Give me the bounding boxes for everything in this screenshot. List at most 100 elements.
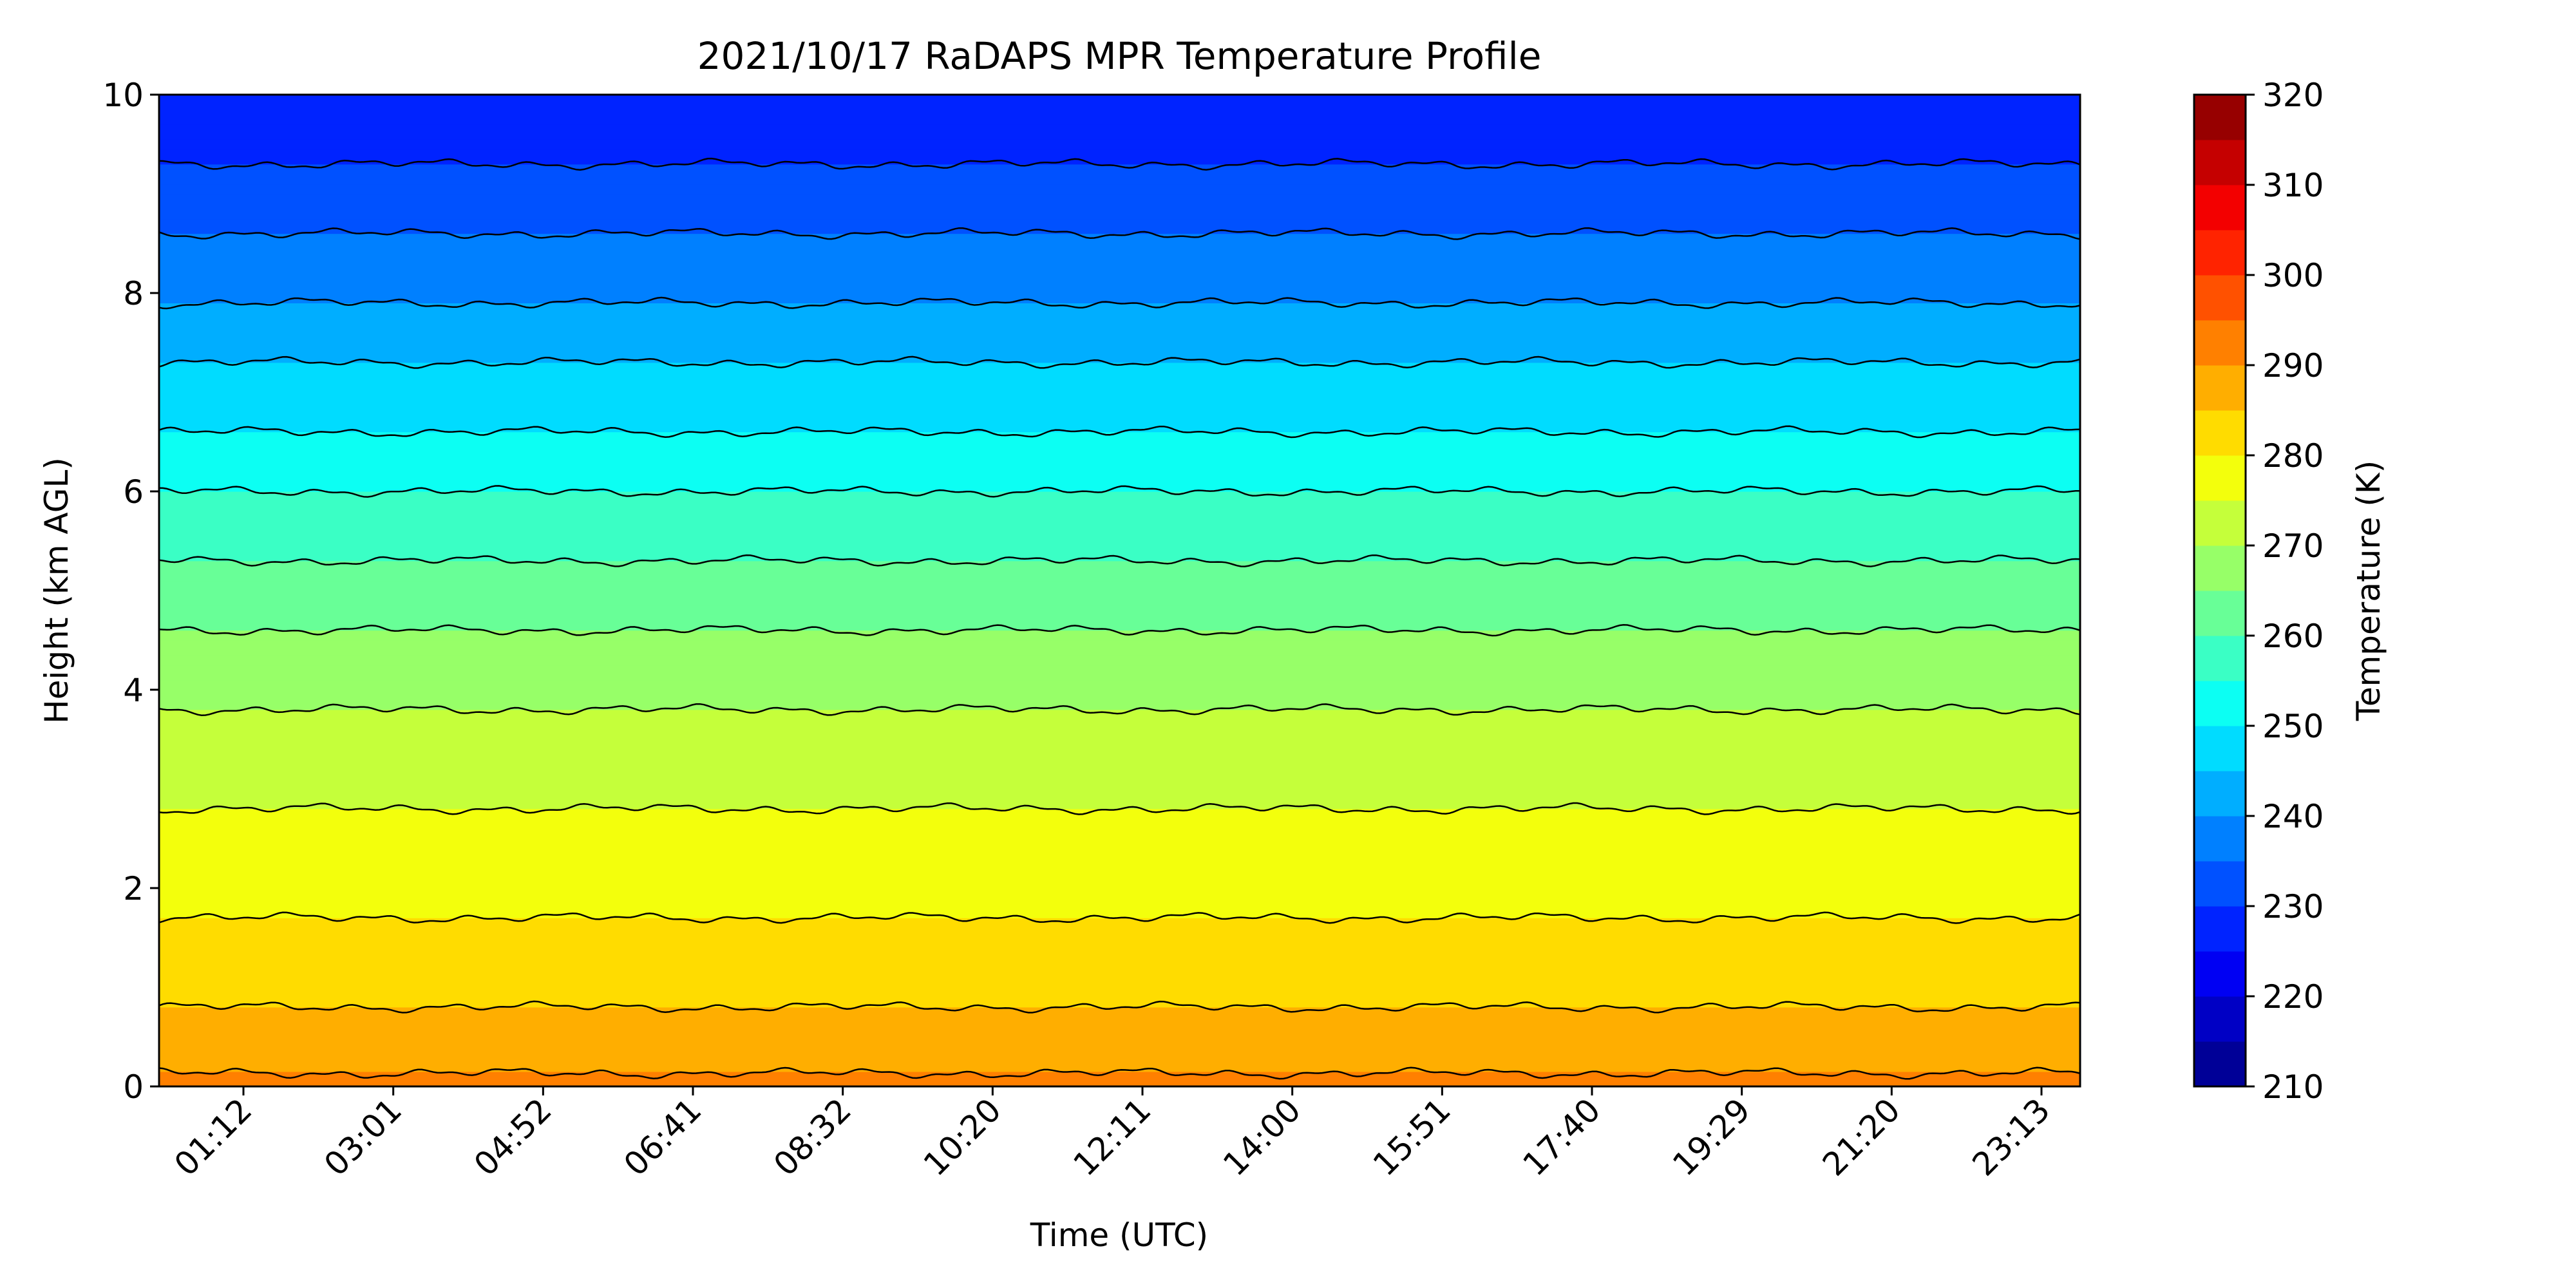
temperature-band	[159, 387, 2080, 393]
plot-frame	[158, 93, 2081, 1088]
temperature-band	[159, 769, 2080, 775]
colorbar-swatch	[2194, 906, 2246, 952]
temperature-band	[159, 114, 2080, 120]
contour-line	[159, 157, 2080, 171]
temperature-band	[159, 159, 2080, 165]
temperature-band	[159, 888, 2080, 894]
temperature-band	[159, 486, 2080, 492]
x-tick-label: 04:52	[467, 1091, 559, 1183]
temperature-band	[159, 883, 2080, 889]
temperature-band	[159, 903, 2080, 909]
temperature-band	[159, 1061, 2080, 1067]
temperature-band	[159, 189, 2080, 194]
x-tick-label: 19:29	[1665, 1091, 1757, 1183]
colorbar-swatch	[2194, 951, 2246, 997]
colorbar-swatch	[2194, 861, 2246, 907]
temperature-band	[159, 907, 2080, 914]
x-axis: 01:12 03:01 04:52 06:41 08:32 10:20 12:11 14:00…	[167, 1086, 2057, 1183]
temperature-band	[159, 169, 2080, 175]
temperature-band	[159, 194, 2080, 200]
temperature-band	[159, 719, 2080, 725]
y-tick-label: 6	[123, 473, 144, 511]
temperature-band	[159, 585, 2080, 591]
temperature-band	[159, 705, 2080, 710]
colorbar-swatch	[2194, 591, 2246, 636]
contour-line	[159, 554, 2080, 567]
temperature-band	[159, 679, 2080, 685]
temperature-band	[159, 233, 2080, 239]
temperature-band	[159, 253, 2080, 259]
contour-line	[159, 802, 2080, 815]
temperature-band	[159, 466, 2080, 472]
temperature-band	[159, 556, 2080, 562]
temperature-band	[159, 952, 2080, 958]
temperature-band	[159, 913, 2080, 918]
temperature-band	[159, 853, 2080, 859]
contour-line	[159, 623, 2080, 637]
temperature-band	[159, 699, 2080, 705]
temperature-band	[159, 303, 2080, 308]
temperature-band	[159, 129, 2080, 135]
contour-line	[159, 227, 2080, 240]
temperature-band	[159, 645, 2080, 650]
temperature-band	[159, 670, 2080, 676]
temperature-band	[159, 580, 2080, 586]
temperature-band	[159, 377, 2080, 383]
temperature-band	[159, 819, 2080, 824]
temperature-band	[159, 461, 2080, 468]
x-tick-label: 12:11	[1066, 1091, 1159, 1183]
temperature-band	[159, 213, 2080, 220]
temperature-band	[159, 635, 2080, 641]
temperature-band	[159, 773, 2080, 780]
colorbar-tick-label: 280	[2262, 437, 2324, 475]
contour-line	[159, 911, 2080, 924]
temperature-band	[159, 343, 2080, 348]
colorbar-swatch	[2194, 455, 2246, 501]
temperature-band	[159, 1032, 2080, 1037]
x-tick-label: 08:32	[766, 1091, 858, 1183]
y-tick-label: 2	[123, 870, 144, 907]
temperature-band	[159, 789, 2080, 795]
contour-line	[159, 485, 2079, 498]
x-tick-label: 14:00	[1216, 1091, 1308, 1183]
temperature-band	[159, 268, 2080, 274]
temperature-band	[159, 565, 2080, 571]
x-tick-label: 06:41	[617, 1091, 709, 1183]
temperature-band	[159, 298, 2080, 303]
temperature-band	[159, 957, 2080, 963]
colorbar-swatch	[2194, 996, 2246, 1042]
temperature-band	[159, 898, 2080, 904]
temperature-band	[159, 149, 2080, 155]
colorbar-tick-label: 250	[2262, 708, 2324, 745]
temperature-band	[159, 551, 2080, 556]
temperature-band	[159, 1052, 2080, 1057]
colorbar-label: Temperature (K)	[2350, 460, 2387, 721]
temperature-band	[159, 426, 2080, 433]
temperature-band	[159, 813, 2080, 819]
colorbar-tick-label: 320	[2262, 77, 2324, 114]
temperature-band	[159, 615, 2080, 621]
contour-line	[159, 296, 2080, 310]
temperature-band	[159, 808, 2080, 815]
temperature-band	[159, 382, 2080, 388]
temperature-band	[159, 451, 2080, 457]
temperature-band	[159, 784, 2080, 790]
temperature-band	[159, 501, 2080, 507]
temperature-band	[159, 526, 2080, 532]
temperature-band	[159, 982, 2080, 988]
temperature-band	[159, 531, 2080, 536]
temperature-band	[159, 992, 2080, 998]
temperature-band	[159, 560, 2080, 567]
colorbar-tick-label: 220	[2262, 978, 2324, 1016]
temperature-band	[159, 204, 2080, 209]
temperature-band	[159, 248, 2080, 254]
temperature-band	[159, 779, 2080, 784]
temperature-band	[159, 1071, 2080, 1077]
colorbar-tick-label: 210	[2262, 1068, 2324, 1106]
temperature-band	[159, 714, 2080, 720]
colorbar-swatch	[2194, 500, 2246, 546]
temperature-band	[159, 184, 2080, 189]
temperature-band	[159, 749, 2080, 755]
temperature-band	[159, 104, 2080, 110]
temperature-band	[159, 838, 2080, 844]
